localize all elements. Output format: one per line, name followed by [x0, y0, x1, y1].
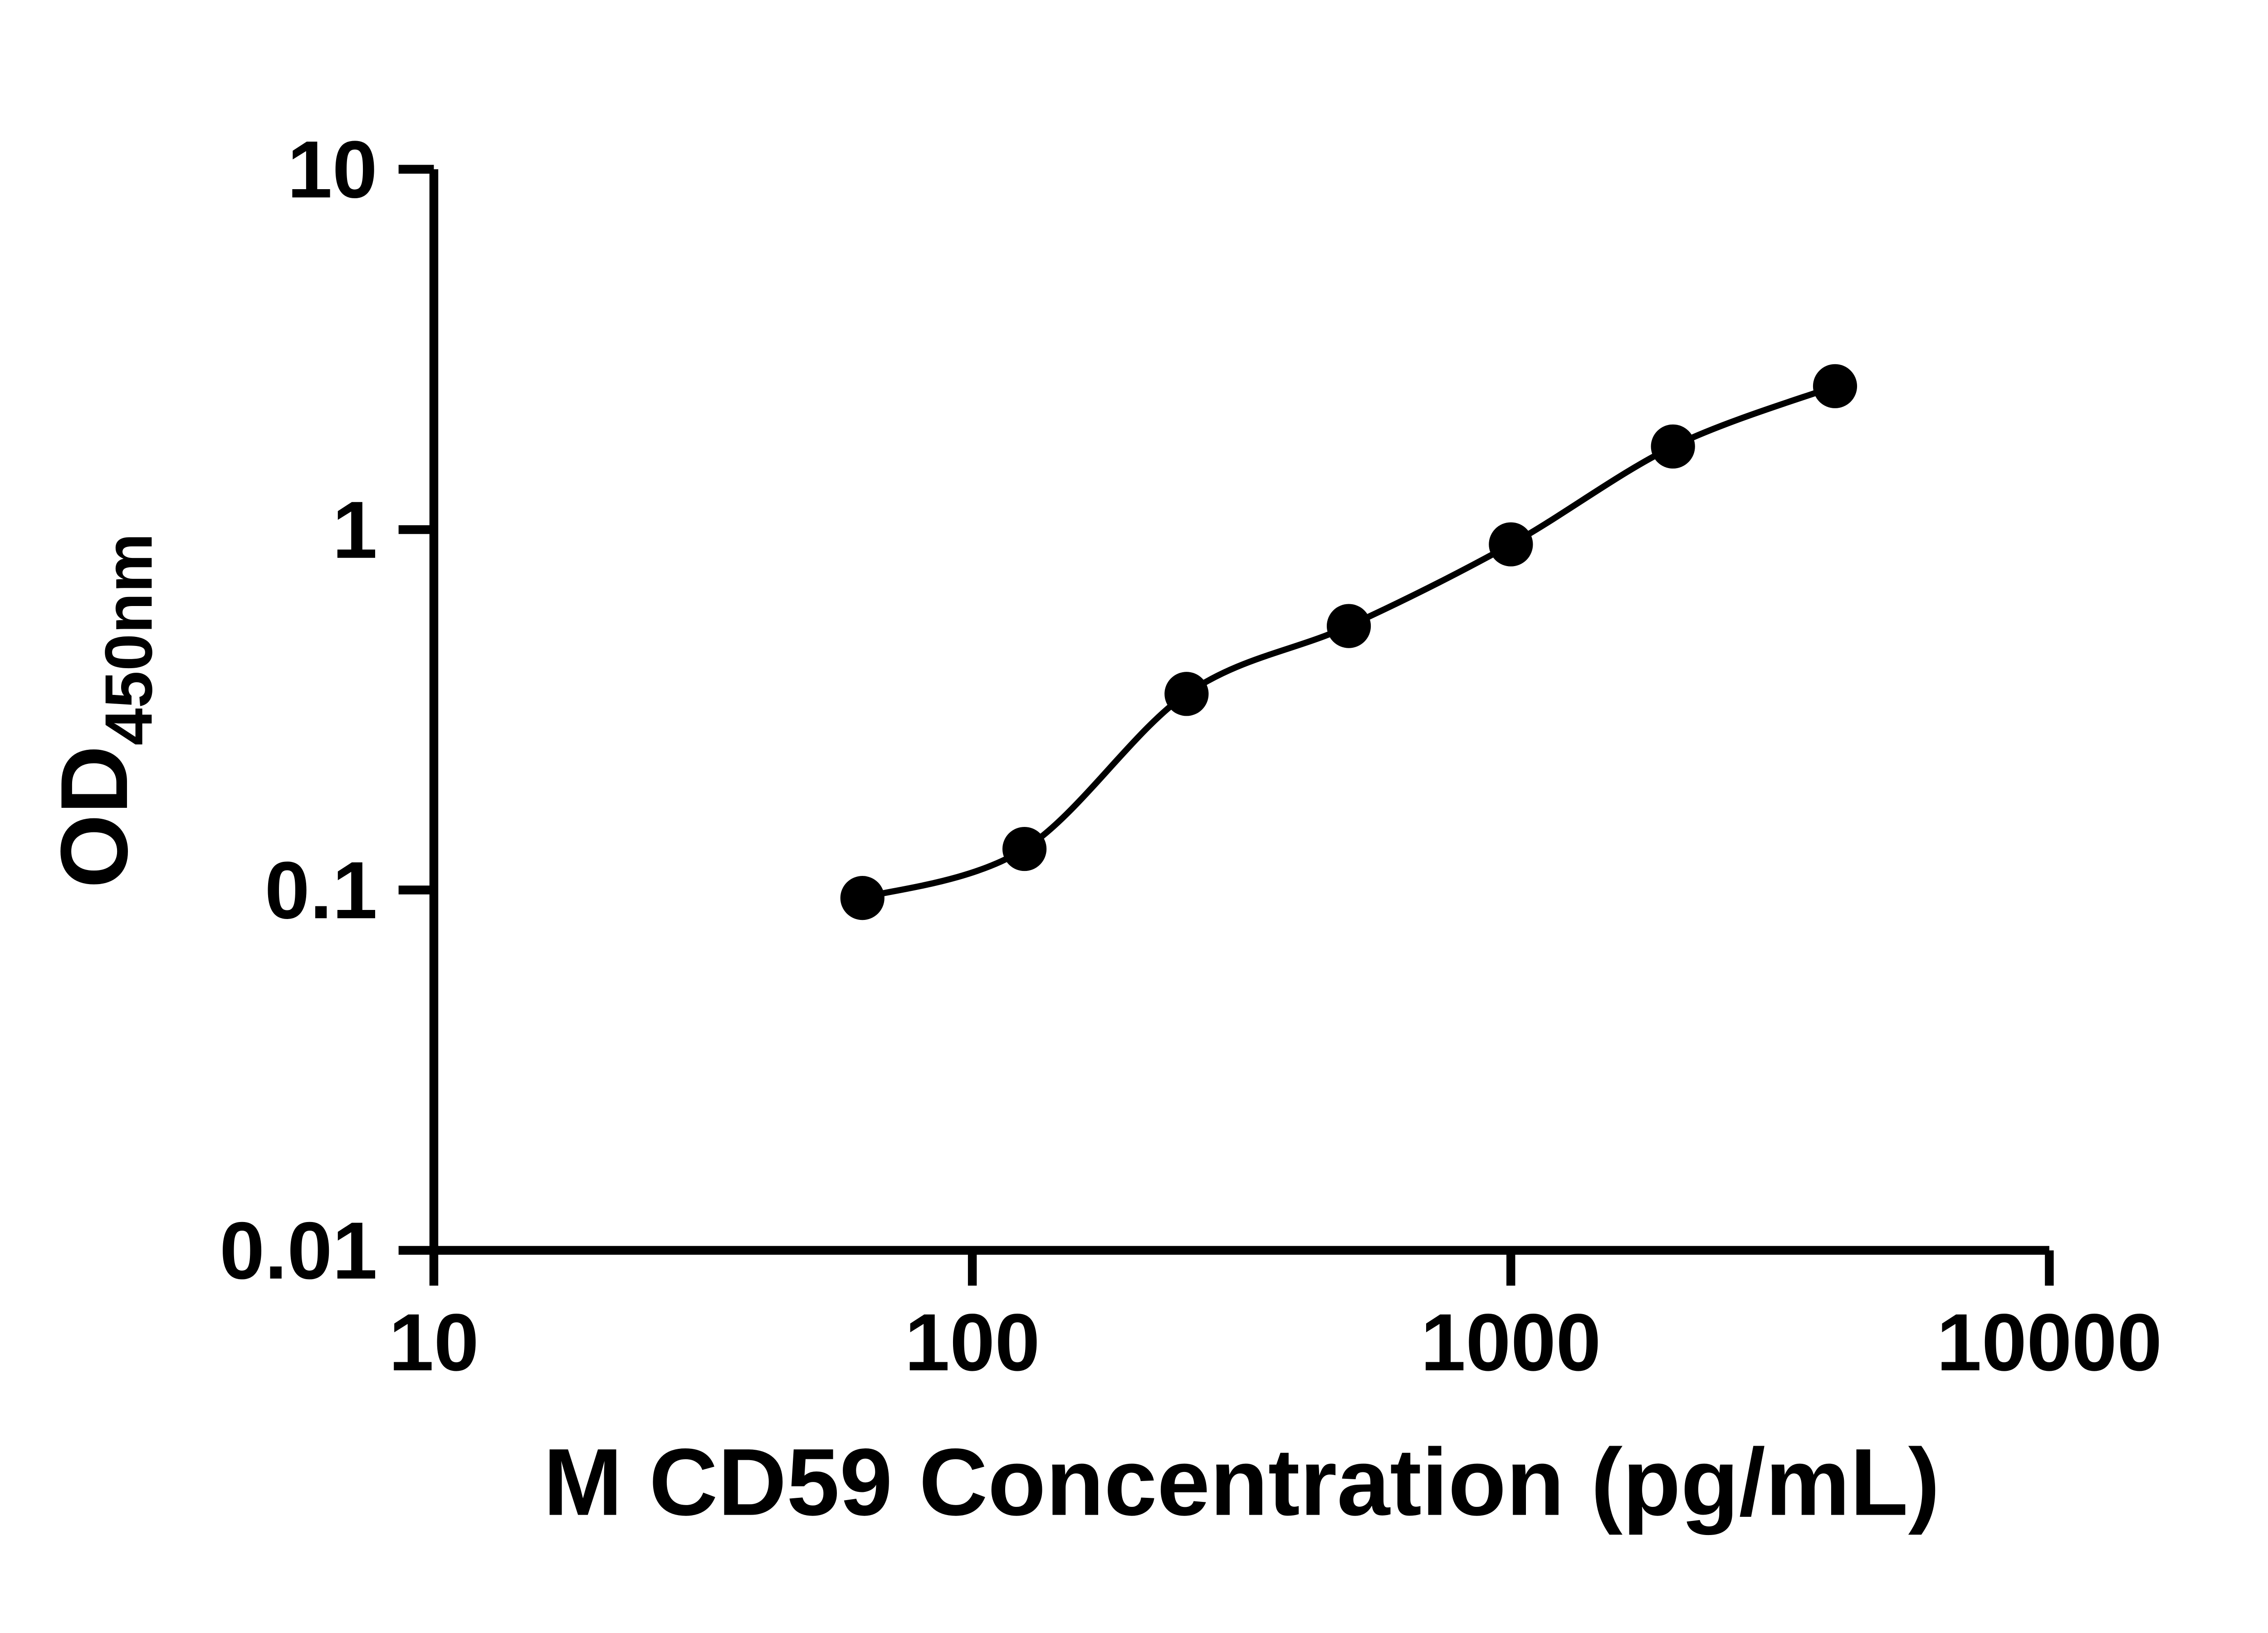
data-point	[1326, 604, 1371, 648]
y-tick-label: 0.1	[264, 845, 377, 935]
x-tick-label: 10	[389, 1297, 479, 1388]
y-axis-title: OD450nm	[41, 533, 166, 888]
x-tick-label: 1000	[1421, 1297, 1601, 1388]
data-point	[1002, 826, 1047, 871]
x-tick-label: 100	[904, 1297, 1040, 1388]
data-point	[1489, 522, 1533, 567]
x-tick-label: 10000	[1936, 1297, 2162, 1388]
plot-area: 10 100 1000 10000 0.01 0.1 1 10	[220, 124, 2162, 1388]
data-point	[1164, 672, 1209, 716]
data-point	[840, 876, 885, 920]
x-axis-title: M CD59 Concentration (pg/mL)	[543, 1429, 1940, 1535]
y-tick-label: 0.01	[220, 1205, 377, 1296]
data-point	[1651, 424, 1695, 469]
y-tick-label: 1	[332, 484, 377, 575]
y-tick-label: 10	[287, 124, 377, 215]
y-axis-title-subscript: 450nm	[91, 533, 166, 745]
axis-spines	[429, 169, 2049, 1255]
data-point	[1813, 364, 1857, 408]
y-axis-title-main: OD	[41, 745, 147, 888]
